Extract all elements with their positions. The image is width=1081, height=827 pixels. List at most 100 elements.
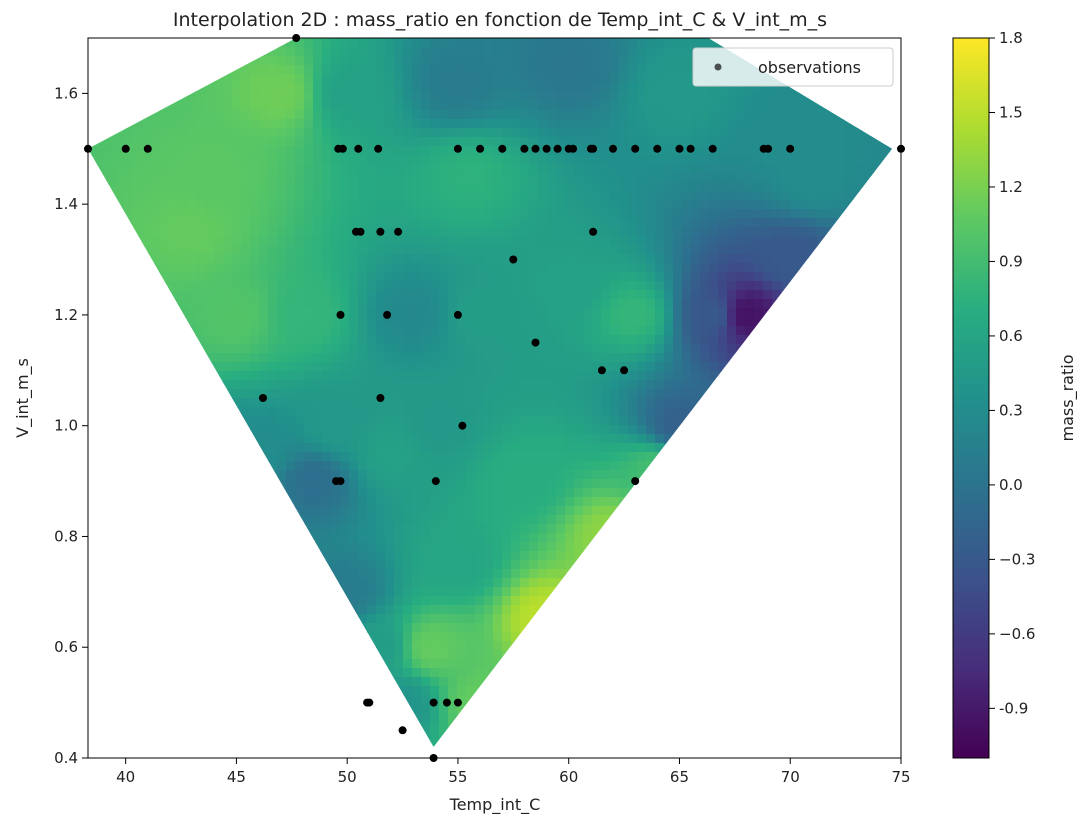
surface-cell xyxy=(538,461,548,471)
surface-cell xyxy=(367,272,377,282)
surface-cell xyxy=(547,506,557,516)
surface-cell xyxy=(376,407,386,417)
surface-cell xyxy=(106,722,116,732)
surface-cell xyxy=(241,551,251,561)
surface-cell xyxy=(223,704,233,714)
surface-cell xyxy=(106,299,116,309)
surface-cell xyxy=(637,389,647,399)
surface-cell xyxy=(538,155,548,165)
surface-cell xyxy=(637,74,647,84)
surface-cell xyxy=(637,551,647,561)
surface-cell xyxy=(268,623,278,633)
surface-cell xyxy=(628,281,638,291)
surface-cell xyxy=(574,578,584,588)
surface-cell xyxy=(232,479,242,489)
surface-cell xyxy=(403,497,413,507)
surface-cell xyxy=(286,749,296,759)
surface-cell xyxy=(646,101,656,111)
surface-cell xyxy=(232,650,242,660)
surface-cell xyxy=(106,434,116,444)
surface-cell xyxy=(277,56,287,66)
surface-cell xyxy=(259,47,269,57)
surface-cell xyxy=(259,389,269,399)
surface-cell xyxy=(502,290,512,300)
surface-cell xyxy=(637,308,647,318)
surface-cell xyxy=(178,749,188,759)
surface-cell xyxy=(394,155,404,165)
surface-cell xyxy=(403,488,413,498)
surface-cell xyxy=(610,425,620,435)
surface-cell xyxy=(430,290,440,300)
surface-cell xyxy=(214,416,224,426)
surface-cell xyxy=(178,182,188,192)
surface-cell xyxy=(502,110,512,120)
surface-cell xyxy=(178,389,188,399)
surface-cell xyxy=(421,299,431,309)
surface-cell xyxy=(241,362,251,372)
surface-cell xyxy=(493,623,503,633)
surface-cell xyxy=(178,704,188,714)
surface-cell xyxy=(511,380,521,390)
surface-cell xyxy=(529,227,539,237)
surface-cell xyxy=(295,542,305,552)
surface-cell xyxy=(466,344,476,354)
surface-cell xyxy=(214,704,224,714)
surface-cell xyxy=(529,515,539,525)
surface-cell xyxy=(430,371,440,381)
surface-cell xyxy=(106,380,116,390)
surface-cell xyxy=(628,650,638,660)
surface-cell xyxy=(106,659,116,669)
surface-cell xyxy=(421,200,431,210)
surface-cell xyxy=(124,425,134,435)
surface-cell xyxy=(520,218,530,228)
surface-cell xyxy=(313,713,323,723)
surface-cell xyxy=(322,713,332,723)
surface-cell xyxy=(97,695,107,705)
surface-cell xyxy=(457,749,467,759)
surface-cell xyxy=(637,650,647,660)
surface-cell xyxy=(295,533,305,543)
surface-cell xyxy=(169,317,179,327)
surface-cell xyxy=(394,452,404,462)
surface-cell xyxy=(529,281,539,291)
surface-cell xyxy=(106,605,116,615)
surface-cell xyxy=(421,371,431,381)
surface-cell xyxy=(214,587,224,597)
surface-cell xyxy=(556,434,566,444)
surface-cell xyxy=(385,83,395,93)
surface-cell xyxy=(331,236,341,246)
surface-cell xyxy=(142,704,152,714)
surface-cell xyxy=(430,425,440,435)
surface-cell xyxy=(133,83,143,93)
surface-cell xyxy=(232,569,242,579)
surface-cell xyxy=(484,227,494,237)
surface-cell xyxy=(637,686,647,696)
surface-cell xyxy=(511,569,521,579)
surface-cell xyxy=(160,263,170,273)
surface-cell xyxy=(133,263,143,273)
surface-cell xyxy=(106,641,116,651)
surface-cell xyxy=(583,560,593,570)
surface-cell xyxy=(538,335,548,345)
surface-cell xyxy=(412,650,422,660)
surface-cell xyxy=(187,119,197,129)
surface-cell xyxy=(331,533,341,543)
surface-cell xyxy=(241,137,251,147)
surface-cell xyxy=(637,425,647,435)
surface-cell xyxy=(502,560,512,570)
surface-cell xyxy=(493,218,503,228)
surface-cell xyxy=(628,263,638,273)
surface-cell xyxy=(250,380,260,390)
surface-cell xyxy=(124,731,134,741)
surface-cell xyxy=(394,389,404,399)
surface-cell xyxy=(502,650,512,660)
surface-cell xyxy=(358,641,368,651)
surface-cell xyxy=(358,605,368,615)
surface-cell xyxy=(520,443,530,453)
surface-cell xyxy=(331,398,341,408)
surface-cell xyxy=(592,407,602,417)
surface-cell xyxy=(466,452,476,462)
surface-cell xyxy=(457,128,467,138)
surface-cell xyxy=(637,353,647,363)
surface-cell xyxy=(223,722,233,732)
